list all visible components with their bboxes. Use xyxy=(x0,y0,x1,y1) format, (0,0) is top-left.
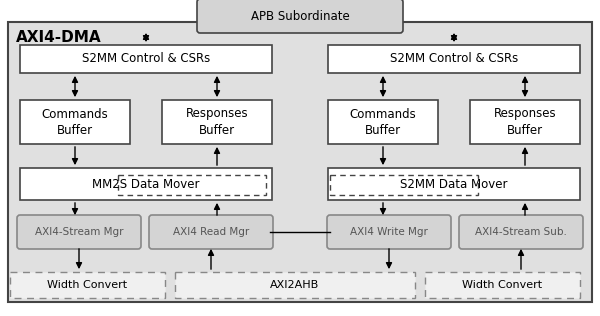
Bar xyxy=(328,168,580,200)
Bar xyxy=(118,175,266,195)
Bar xyxy=(470,100,580,144)
FancyBboxPatch shape xyxy=(17,215,141,249)
Text: APB Subordinate: APB Subordinate xyxy=(251,9,349,22)
Text: Responses
Buffer: Responses Buffer xyxy=(185,107,248,137)
Bar xyxy=(425,272,580,298)
Bar xyxy=(162,100,272,144)
Text: S2MM Control & CSRs: S2MM Control & CSRs xyxy=(82,52,210,65)
Text: AXI2AHB: AXI2AHB xyxy=(271,280,320,290)
FancyBboxPatch shape xyxy=(149,215,273,249)
Text: AXI4 Read Mgr: AXI4 Read Mgr xyxy=(173,227,249,237)
Text: AXI4-DMA: AXI4-DMA xyxy=(16,31,101,46)
Bar xyxy=(175,272,415,298)
Bar xyxy=(20,100,130,144)
Bar xyxy=(330,175,478,195)
Bar xyxy=(20,168,272,200)
Text: Commands
Buffer: Commands Buffer xyxy=(350,107,416,137)
Text: AXI4-Stream Mgr: AXI4-Stream Mgr xyxy=(35,227,123,237)
Text: Responses
Buffer: Responses Buffer xyxy=(494,107,556,137)
FancyBboxPatch shape xyxy=(327,215,451,249)
Bar xyxy=(20,45,272,73)
Text: Commands
Buffer: Commands Buffer xyxy=(41,107,109,137)
FancyBboxPatch shape xyxy=(197,0,403,33)
Bar xyxy=(328,100,438,144)
Text: Width Convert: Width Convert xyxy=(463,280,542,290)
Text: AXI4 Write Mgr: AXI4 Write Mgr xyxy=(350,227,428,237)
Bar xyxy=(328,45,580,73)
FancyBboxPatch shape xyxy=(459,215,583,249)
Bar xyxy=(10,272,165,298)
Bar xyxy=(8,22,592,302)
Text: S2MM Data Mover: S2MM Data Mover xyxy=(400,178,508,191)
Text: S2MM Control & CSRs: S2MM Control & CSRs xyxy=(390,52,518,65)
Text: Width Convert: Width Convert xyxy=(47,280,128,290)
Text: AXI4-Stream Sub.: AXI4-Stream Sub. xyxy=(475,227,567,237)
Text: MM2S Data Mover: MM2S Data Mover xyxy=(92,178,200,191)
